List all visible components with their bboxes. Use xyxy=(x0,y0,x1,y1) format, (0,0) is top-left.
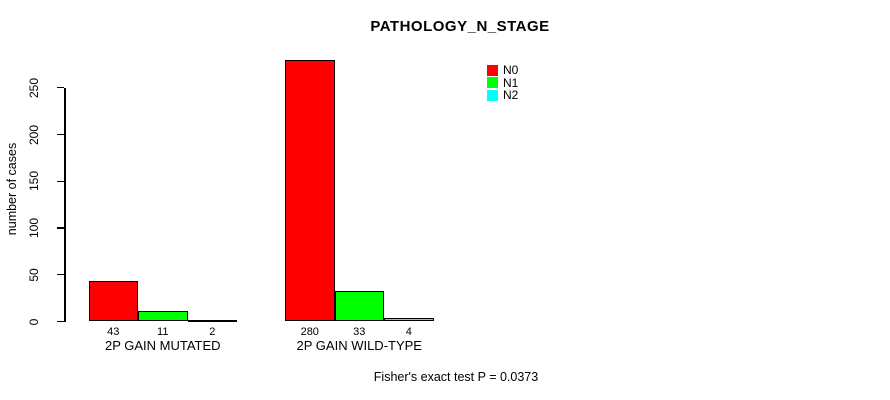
legend-label-n1: N1 xyxy=(503,75,519,90)
bar-value-label: 33 xyxy=(353,326,366,338)
y-axis-label: number of cases xyxy=(5,142,19,236)
bar-n0 xyxy=(285,59,335,322)
y-tick-label: 0 xyxy=(27,318,41,325)
category-label: 2P GAIN WILD-TYPE xyxy=(296,338,422,353)
y-tick-label: 200 xyxy=(27,124,41,145)
bar-value-label: 11 xyxy=(157,326,169,338)
legend-item-n2: N2 xyxy=(487,89,518,102)
bar-value-label: 2 xyxy=(209,326,216,338)
y-axis-line xyxy=(64,87,66,322)
y-tick xyxy=(57,87,64,89)
bar-n2 xyxy=(384,317,434,322)
legend-label-n0: N0 xyxy=(503,63,519,78)
legend-item-n1: N1 xyxy=(487,77,518,90)
bar-value-label: 43 xyxy=(107,326,120,338)
legend-swatch-n1-icon xyxy=(487,77,498,89)
y-tick xyxy=(57,320,64,323)
pvalue-annotation: Fisher's exact test P = 0.0373 xyxy=(373,370,539,384)
chart-title: PATHOLOGY_N_STAGE xyxy=(370,18,550,35)
bar-n0 xyxy=(88,281,138,322)
bar-n2 xyxy=(187,319,237,322)
y-tick-label: 100 xyxy=(27,217,41,239)
bar-n1 xyxy=(334,290,384,322)
y-tick-label: 250 xyxy=(27,77,41,98)
legend: N0 N1 N2 xyxy=(487,64,518,102)
bar-value-label: 4 xyxy=(405,326,412,338)
y-tick xyxy=(57,227,64,229)
bar-value-label: 280 xyxy=(300,326,319,338)
legend-label-n2: N2 xyxy=(503,88,519,103)
y-tick-label: 50 xyxy=(27,268,41,282)
category-label: 2P GAIN MUTATED xyxy=(104,338,221,353)
y-tick xyxy=(57,274,64,276)
y-tick xyxy=(57,133,64,136)
bar-n1 xyxy=(138,311,188,322)
legend-swatch-n2-icon xyxy=(487,89,498,101)
legend-swatch-n0-icon xyxy=(487,64,498,76)
y-tick xyxy=(57,180,64,182)
y-tick-label: 150 xyxy=(27,171,41,192)
legend-item-n0: N0 xyxy=(487,64,518,77)
